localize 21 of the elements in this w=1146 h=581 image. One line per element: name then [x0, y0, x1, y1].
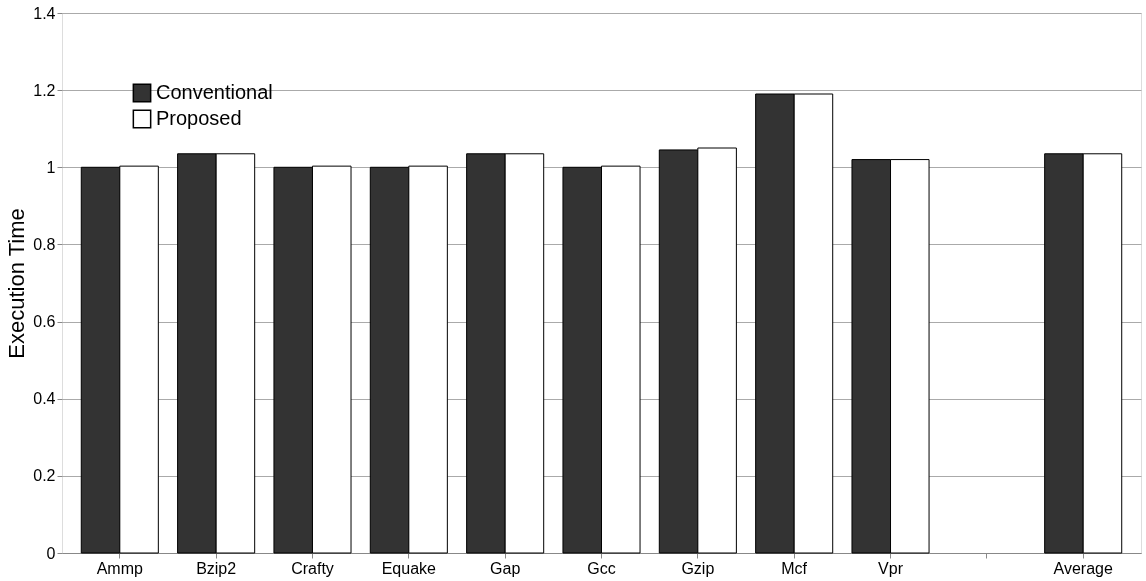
x-tick-label: Equake [381, 559, 437, 577]
y-tick-label: 1 [46, 158, 56, 176]
y-tick-label: 1.4 [33, 4, 56, 22]
legend-label: Proposed [156, 107, 242, 129]
y-tick-label: 0.8 [33, 235, 56, 253]
y-axis-title: Execution Time [4, 208, 30, 359]
x-tick-label: Mcf [781, 559, 808, 577]
x-tick-label: Gcc [587, 559, 616, 577]
y-tick-label: 1.2 [33, 81, 56, 99]
y-tick-label: 0.4 [33, 390, 56, 408]
y-tick-label: 0.2 [33, 467, 56, 485]
x-tick-label: Bzip2 [196, 559, 237, 577]
y-tick-label: 0 [46, 544, 56, 562]
x-tick-label: Average [1053, 559, 1113, 577]
y-tick-label: 0.6 [33, 313, 56, 331]
x-tick-label: Gap [490, 559, 521, 577]
x-tick-label: Crafty [291, 559, 334, 577]
x-tick-label: Gzip [681, 559, 715, 577]
x-tick-label: Ammp [96, 559, 144, 577]
legend-label: Conventional [156, 81, 273, 103]
x-tick-label: Vpr [878, 559, 904, 577]
